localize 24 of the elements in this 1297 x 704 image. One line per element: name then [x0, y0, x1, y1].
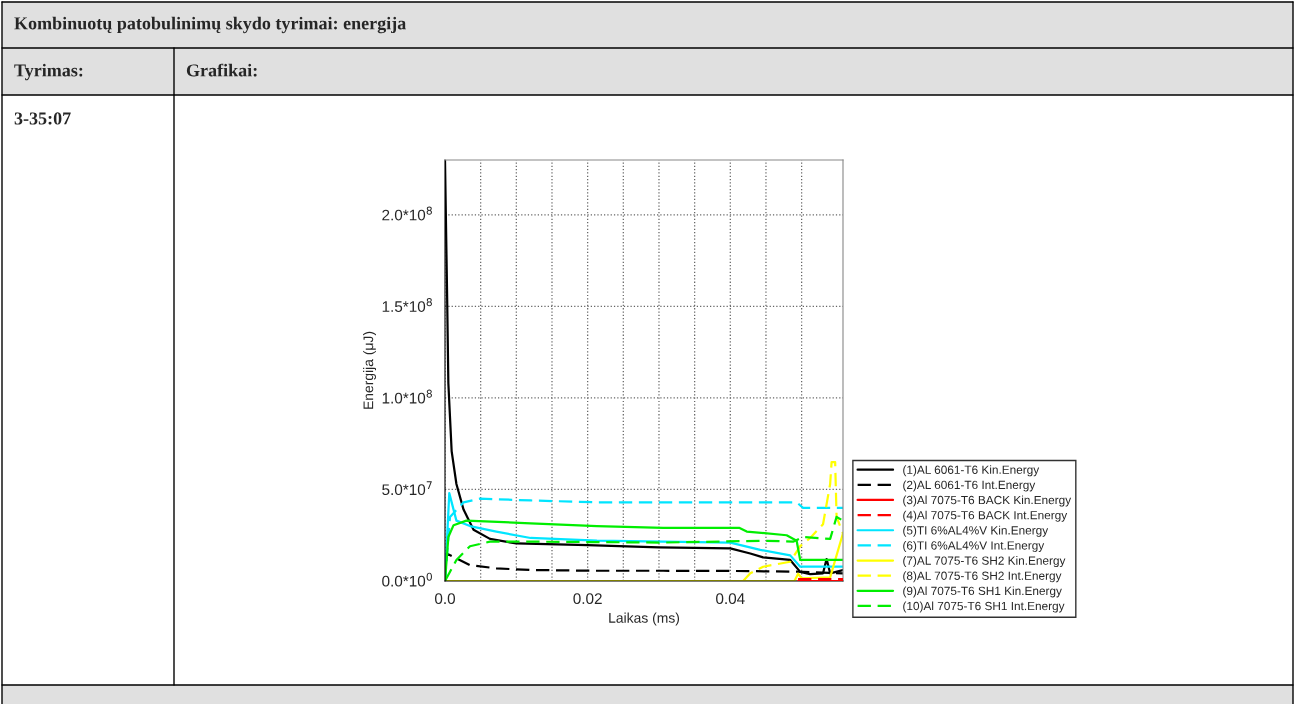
text: Kombinuotų patobulinimų skydo tyrimai: energija — [14, 16, 406, 34]
legend-label: (3)Al 7075-T6 BACK Kin.Energy — [903, 495, 1072, 507]
y-tick-label: 2.0*10$^{8}$ — [382, 206, 432, 221]
y-tick-label: 1.5*10$^{8}$ — [382, 298, 432, 312]
x-tick-label: 0.0 — [434, 593, 456, 605]
legend-label: (4)Al 7075-T6 BACK Int.Energy — [903, 510, 1068, 522]
x-tick-label: 0.02 — [573, 593, 602, 605]
legend-label: (1)AL 6061-T6 Kin.Energy — [903, 465, 1040, 477]
legend-label: (8)AL 7075-T6 SH2 Int.Energy — [903, 571, 1062, 583]
legend-label: (10)Al 7075-T6 SH1 Int.Energy — [903, 601, 1065, 613]
legend-label: (9)Al 7075-T6 SH1 Kin.Energy — [903, 586, 1062, 598]
legend-label: (6)TI 6%AL4%V Int.Energy — [903, 540, 1045, 552]
y-axis-title: Energija (μJ) — [363, 331, 376, 409]
x-axis-title: Laikas (ms) — [609, 612, 680, 626]
text: 3-35:07 — [14, 112, 71, 125]
legend-label: (2)AL 6061-T6 Int.Energy — [903, 480, 1036, 492]
text: Tyrimas: — [14, 63, 83, 81]
legend-label: (7)AL 7075-T6 SH2 Kin.Energy — [903, 556, 1066, 568]
y-tick-label: 5.0*10$^{7}$ — [382, 481, 432, 496]
y-tick-label: 0.0*10$^{0}$ — [382, 572, 432, 587]
text: Grafikai: — [186, 63, 257, 77]
x-tick-label: 0.04 — [716, 593, 745, 605]
y-tick-label: 1.0*10$^{8}$ — [382, 389, 432, 404]
legend-label: (5)TI 6%AL4%V Kin.Energy — [903, 525, 1049, 537]
